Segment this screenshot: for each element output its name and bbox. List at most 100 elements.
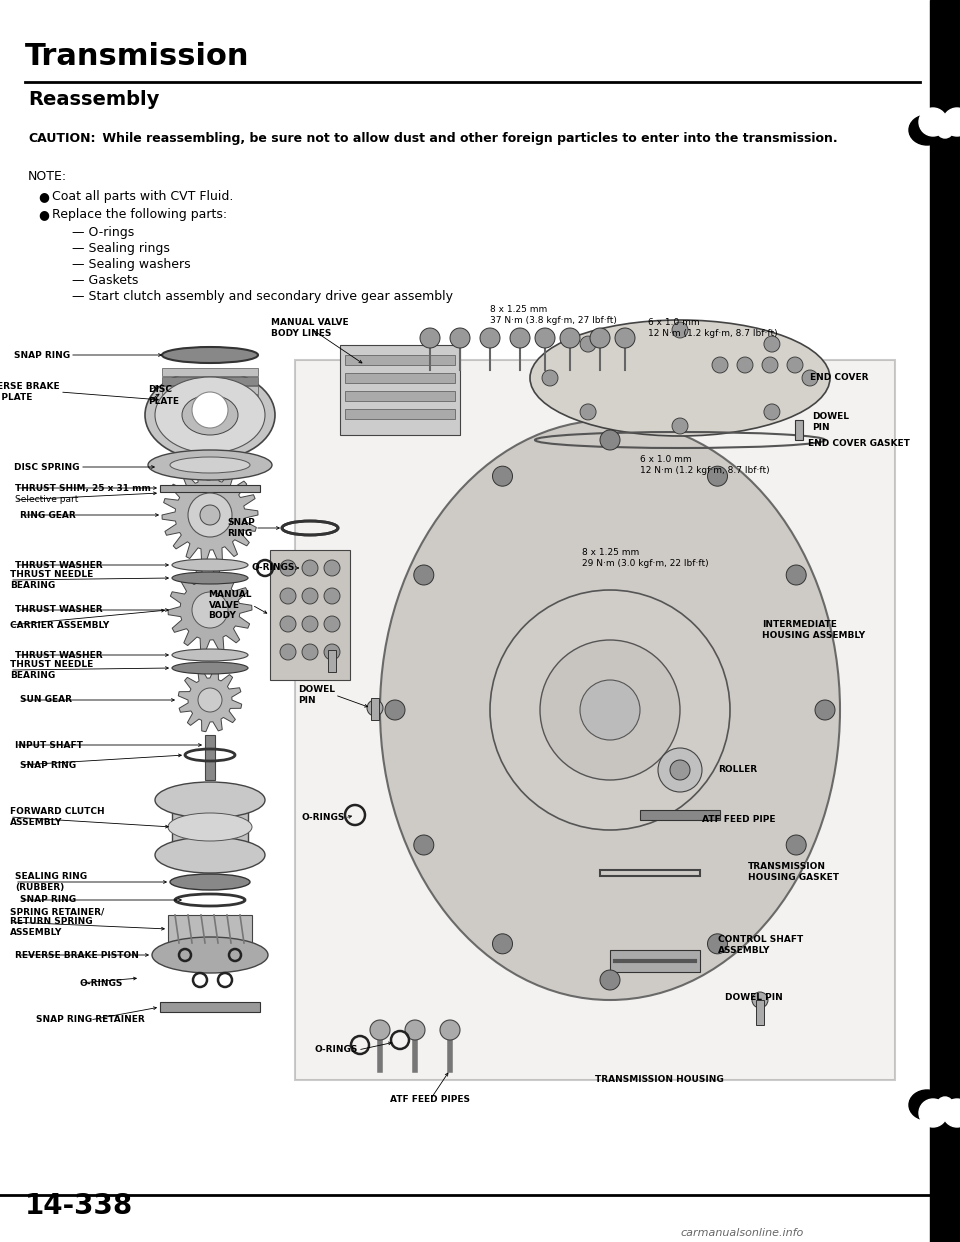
Ellipse shape <box>530 320 830 436</box>
Text: SNAP
RING: SNAP RING <box>228 518 255 538</box>
Text: CARRIER ASSEMBLY: CARRIER ASSEMBLY <box>10 621 109 630</box>
Circle shape <box>188 493 232 537</box>
Circle shape <box>405 1020 425 1040</box>
Circle shape <box>414 565 434 585</box>
Text: TRANSMISSION
HOUSING GASKET: TRANSMISSION HOUSING GASKET <box>748 862 839 882</box>
Ellipse shape <box>145 370 275 460</box>
Text: SEALING RING
(RUBBER): SEALING RING (RUBBER) <box>15 872 87 892</box>
Text: — Start clutch assembly and secondary drive gear assembly: — Start clutch assembly and secondary dr… <box>72 289 453 303</box>
Text: INTERMEDIATE
HOUSING ASSEMBLY: INTERMEDIATE HOUSING ASSEMBLY <box>762 620 865 640</box>
Circle shape <box>670 760 690 780</box>
Text: TRANSMISSION HOUSING: TRANSMISSION HOUSING <box>595 1076 724 1084</box>
Text: CAUTION:: CAUTION: <box>28 132 95 145</box>
Ellipse shape <box>172 650 248 661</box>
Text: MANUAL VALVE
BODY LINES: MANUAL VALVE BODY LINES <box>271 318 348 338</box>
Circle shape <box>367 700 383 715</box>
Circle shape <box>580 681 640 740</box>
Ellipse shape <box>945 1090 960 1120</box>
Text: — O-rings: — O-rings <box>72 226 134 238</box>
Text: INPUT SHAFT: INPUT SHAFT <box>15 740 83 749</box>
Text: Replace the following parts:: Replace the following parts: <box>52 207 228 221</box>
Circle shape <box>658 748 702 792</box>
Circle shape <box>302 645 318 660</box>
Circle shape <box>752 992 768 1009</box>
Circle shape <box>535 328 555 348</box>
Text: DOWEL
PIN: DOWEL PIN <box>812 412 849 432</box>
Ellipse shape <box>945 116 960 145</box>
Circle shape <box>414 835 434 854</box>
Text: FORWARD CLUTCH
ASSEMBLY: FORWARD CLUTCH ASSEMBLY <box>10 807 105 827</box>
Text: 8 x 1.25 mm
29 N·m (3.0 kgf·m, 22 lbf·ft): 8 x 1.25 mm 29 N·m (3.0 kgf·m, 22 lbf·ft… <box>582 548 708 568</box>
Bar <box>162 378 258 385</box>
Text: Reassembly: Reassembly <box>28 89 159 109</box>
Circle shape <box>943 108 960 137</box>
Text: O-RINGS: O-RINGS <box>301 814 345 822</box>
Circle shape <box>764 337 780 351</box>
Circle shape <box>200 505 220 525</box>
Text: THRUST WASHER: THRUST WASHER <box>15 651 103 660</box>
Text: 8 x 1.25 mm
37 N·m (3.8 kgf·m, 27 lbf·ft): 8 x 1.25 mm 37 N·m (3.8 kgf·m, 27 lbf·ft… <box>490 306 617 324</box>
Circle shape <box>937 1097 953 1113</box>
Ellipse shape <box>155 378 265 453</box>
Circle shape <box>919 1099 947 1126</box>
Bar <box>930 0 960 1242</box>
Text: REVERSE BRAKE
END PLATE: REVERSE BRAKE END PLATE <box>0 383 60 401</box>
Circle shape <box>420 328 440 348</box>
Circle shape <box>280 560 296 576</box>
Circle shape <box>672 419 688 433</box>
Circle shape <box>510 328 530 348</box>
Circle shape <box>762 356 778 373</box>
Polygon shape <box>162 467 258 563</box>
Text: RING GEAR: RING GEAR <box>20 510 76 519</box>
Text: ●: ● <box>38 207 49 221</box>
Text: PLATE: PLATE <box>148 397 179 406</box>
Bar <box>162 395 258 402</box>
Text: O-RINGS: O-RINGS <box>80 979 124 987</box>
Bar <box>345 409 455 419</box>
Ellipse shape <box>152 936 268 972</box>
Text: ROLLER: ROLLER <box>718 765 757 775</box>
Text: THRUST NEEDLE
BEARING: THRUST NEEDLE BEARING <box>10 661 93 679</box>
Bar <box>600 869 700 876</box>
Text: SNAP RING: SNAP RING <box>20 895 76 904</box>
Circle shape <box>764 404 780 420</box>
Bar <box>340 345 460 435</box>
Circle shape <box>937 122 953 138</box>
Circle shape <box>919 108 947 137</box>
Ellipse shape <box>155 782 265 818</box>
Text: THRUST WASHER: THRUST WASHER <box>15 606 103 615</box>
Bar <box>168 915 252 943</box>
Circle shape <box>280 645 296 660</box>
Circle shape <box>580 404 596 420</box>
Text: 14-338: 14-338 <box>25 1192 133 1220</box>
Text: SPRING RETAINER/
RETURN SPRING
ASSEMBLY: SPRING RETAINER/ RETURN SPRING ASSEMBLY <box>10 907 105 936</box>
Ellipse shape <box>162 347 258 363</box>
Circle shape <box>708 466 728 486</box>
Circle shape <box>280 587 296 604</box>
Bar <box>162 422 258 430</box>
Bar <box>756 1000 764 1025</box>
Ellipse shape <box>909 1090 945 1120</box>
Circle shape <box>787 356 803 373</box>
Text: MANUAL
VALVE
BODY: MANUAL VALVE BODY <box>208 590 252 620</box>
Ellipse shape <box>168 814 252 841</box>
Text: Coat all parts with CVT Fluid.: Coat all parts with CVT Fluid. <box>52 190 233 202</box>
Bar <box>328 650 336 672</box>
Text: CONTROL SHAFT
ASSEMBLY: CONTROL SHAFT ASSEMBLY <box>718 935 804 955</box>
Circle shape <box>490 590 730 830</box>
Circle shape <box>712 356 728 373</box>
Circle shape <box>802 370 818 386</box>
Text: Selective part: Selective part <box>15 496 79 504</box>
Circle shape <box>737 356 753 373</box>
Polygon shape <box>168 569 252 652</box>
Circle shape <box>370 1020 390 1040</box>
Bar <box>162 404 258 412</box>
Text: DISC: DISC <box>148 385 172 395</box>
Bar <box>795 420 803 440</box>
Circle shape <box>815 700 835 720</box>
Circle shape <box>786 835 806 854</box>
Text: 6 x 1.0 mm
12 N·m (1.2 kgf·m, 8.7 lbf·ft): 6 x 1.0 mm 12 N·m (1.2 kgf·m, 8.7 lbf·ft… <box>648 318 778 338</box>
Bar <box>160 1002 260 1012</box>
Bar <box>295 360 895 1081</box>
Circle shape <box>385 700 405 720</box>
